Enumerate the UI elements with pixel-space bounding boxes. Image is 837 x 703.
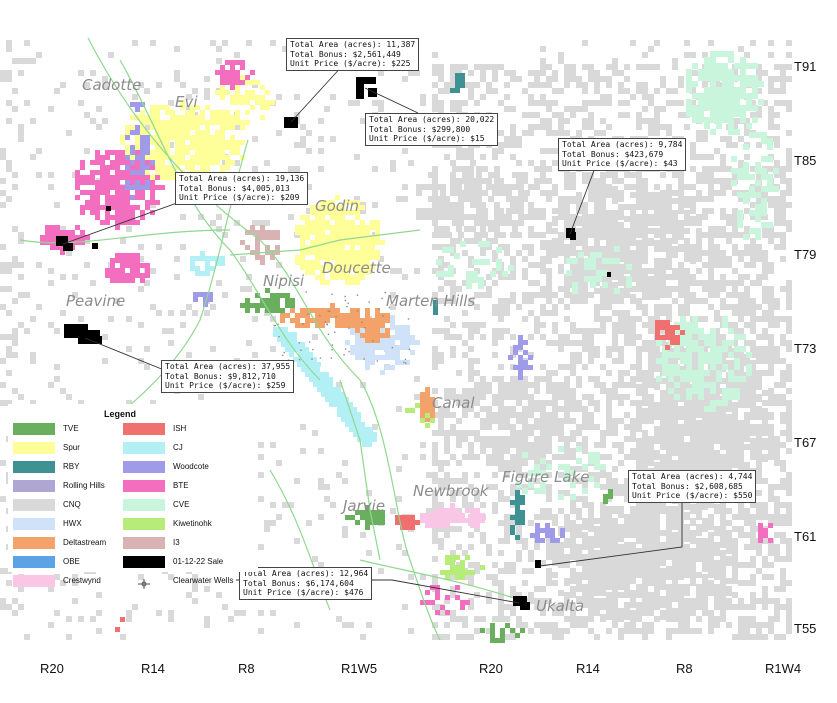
place-label-jarvie: Jarvie	[343, 497, 386, 515]
township-label-t85: T85	[794, 153, 817, 168]
legend-label: Crestwynd	[63, 576, 101, 585]
legend-swatch	[13, 461, 55, 473]
range-label-r1w5: R1W5	[341, 661, 378, 676]
township-label-t73: T73	[794, 341, 817, 356]
township-label-t61: T61	[794, 529, 817, 544]
legend-swatch	[13, 423, 55, 435]
place-label-canal: Canal	[432, 394, 475, 412]
callout-area: Total Area (acres): 20,022	[369, 115, 495, 124]
range-label-r14-w5: R14	[141, 661, 165, 676]
legend-title: Legend	[104, 409, 137, 419]
place-label-marten-hills: Marten Hills	[386, 292, 476, 310]
legend-label: ISH	[173, 424, 187, 433]
legend-swatch	[123, 480, 165, 492]
legend-swatch	[13, 442, 55, 454]
place-label-cadotte: Cadotte	[82, 76, 142, 94]
range-label-r20-w4: R20	[479, 661, 503, 676]
legend-swatch	[123, 518, 165, 530]
range-label-r1w4: R1W4	[765, 661, 802, 676]
legend-label: Deltastream	[63, 538, 107, 547]
sale-callout: Total Area (acres): 4,744 Total Bonus: $…	[628, 470, 757, 503]
legend-label: TVE	[63, 424, 79, 433]
callout-unit-price: Unit Price ($/acre): $225	[290, 59, 411, 68]
sale-callout: Total Area (acres): 19,136 Total Bonus: …	[175, 172, 309, 205]
range-label-r20-w5: R20	[40, 661, 64, 676]
callout-bonus: Total Bonus: $6,174,604	[243, 578, 354, 588]
sale-callout: Total Area (acres): 20,022 Total Bonus: …	[365, 113, 499, 146]
legend-label: RBY	[63, 462, 80, 471]
legend-label: Rolling Hills	[63, 481, 105, 490]
place-label-ukalta: Ukalta	[536, 597, 585, 615]
legend-swatch	[123, 442, 165, 454]
legend-swatch	[123, 537, 165, 549]
callout-area: Total Area (acres): 19,136	[179, 174, 305, 183]
roads-layer	[19, 37, 521, 641]
legend-label: Spur	[63, 443, 80, 452]
township-label-t91: T91	[794, 59, 817, 74]
sale-callout: Total Area (acres): 37,955 Total Bonus: …	[161, 360, 295, 393]
township-label-t55: T55	[794, 621, 817, 636]
legend-label: CVE	[173, 500, 190, 509]
legend-swatch	[13, 499, 55, 511]
callout-area: Total Area (acres): 4,744	[632, 472, 753, 481]
well-symbol-icon	[123, 575, 165, 589]
legend-label: CJ	[173, 443, 183, 452]
callout-bonus: Total Bonus: $2,608,685	[632, 481, 743, 491]
callout-bonus: Total Bonus: $423,679	[562, 149, 664, 159]
callout-area: Total Area (acres): 12,964	[243, 569, 369, 578]
legend-swatch	[123, 423, 165, 435]
callout-area: Total Area (acres): 11,387	[290, 40, 416, 49]
range-label-r8-w5: R8	[238, 661, 255, 676]
place-label-evi: Evi	[175, 93, 198, 111]
legend-swatch	[13, 518, 55, 530]
sale-parcels-layer	[56, 77, 611, 610]
callout-bonus: Total Bonus: $9,812,710	[165, 371, 276, 381]
callout-unit-price: Unit Price ($/acre): $43	[562, 159, 678, 168]
callout-area: Total Area (acres): 37,955	[165, 362, 291, 371]
callout-unit-price: Unit Price ($/acre): $476	[243, 588, 364, 597]
township-label-t67: T67	[794, 435, 817, 450]
legend-label: HWX	[63, 519, 82, 528]
sale-callout: Total Area (acres): 9,784 Total Bonus: $…	[558, 138, 687, 171]
callout-unit-price: Unit Price ($/acre): $550	[632, 491, 753, 500]
legend-swatch	[13, 575, 55, 587]
callout-bonus: Total Bonus: $4,005,013	[179, 183, 290, 193]
legend-swatch	[123, 499, 165, 511]
place-label-figure-lake: Figure Lake	[502, 468, 590, 486]
place-label-newbrook: Newbrook	[413, 482, 489, 500]
callout-bonus: Total Bonus: $2,561,449	[290, 49, 401, 59]
legend-label: CNQ	[63, 500, 81, 509]
legend-label: OBE	[63, 557, 80, 566]
place-label-doucette: Doucette	[322, 259, 391, 277]
callout-unit-price: Unit Price ($/acre): $209	[179, 193, 300, 202]
range-label-r8-w4: R8	[676, 661, 693, 676]
land-parcels-layer	[0, 40, 792, 643]
legend-label: BTE	[173, 481, 189, 490]
sale-callout: Total Area (acres): 11,387 Total Bonus: …	[286, 38, 420, 71]
legend-swatch	[13, 537, 55, 549]
legend-swatch	[13, 556, 55, 568]
range-label-r14-w4: R14	[576, 661, 600, 676]
place-label-nipisi: Nipisi	[263, 272, 305, 290]
callout-bonus: Total Bonus: $299,800	[369, 124, 471, 134]
legend-swatch	[123, 556, 165, 568]
callout-area: Total Area (acres): 9,784	[562, 140, 683, 149]
township-label-t79: T79	[794, 247, 817, 262]
place-label-godin: Godin	[315, 197, 359, 215]
legend-label: Clearwater Wells	[173, 576, 234, 585]
callout-unit-price: Unit Price ($/acre): $259	[165, 381, 286, 390]
legend-swatch	[123, 461, 165, 473]
sale-callout: Total Area (acres): 12,964 Total Bonus: …	[239, 567, 373, 600]
legend-label: 01-12-22 Sale	[173, 557, 224, 566]
map-legend: Legend TVE ISH Spur CJ RBY Woodcote Rolling Hi…	[8, 404, 258, 589]
legend-label: Kiwetinohk	[173, 519, 212, 528]
legend-label: Woodcote	[173, 462, 209, 471]
callout-unit-price: Unit Price ($/acre): $15	[369, 134, 485, 143]
place-label-peavine: Peavine	[66, 292, 126, 310]
legend-swatch	[13, 480, 55, 492]
legend-label: I3	[173, 538, 180, 547]
